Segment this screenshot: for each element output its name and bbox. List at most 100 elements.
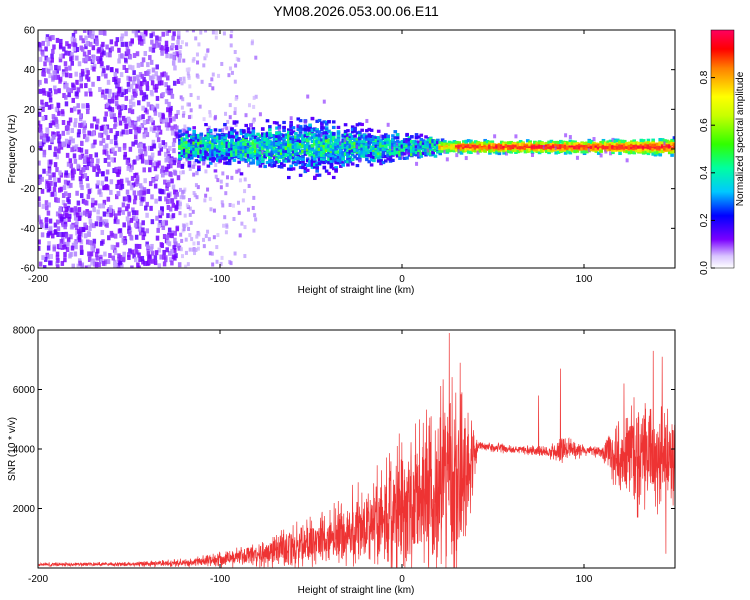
heatmap-cell xyxy=(357,145,362,149)
heatmap-cell xyxy=(70,60,74,66)
heatmap-cell xyxy=(92,54,96,60)
heatmap-cell xyxy=(473,144,478,148)
heatmap-cell xyxy=(214,30,218,35)
heatmap-cell xyxy=(41,203,46,209)
heatmap-cell xyxy=(421,148,426,152)
heatmap-cell xyxy=(194,139,199,143)
heatmap-cell xyxy=(148,160,153,166)
heatmap-cell xyxy=(301,165,305,170)
heatmap-cell xyxy=(180,165,185,169)
heatmap-cell xyxy=(376,129,381,133)
heatmap-cell xyxy=(93,139,97,145)
heatmap-cell xyxy=(244,123,249,128)
heatmap-cell xyxy=(145,81,150,87)
heatmap-cell xyxy=(320,133,324,138)
heatmap-cell xyxy=(317,158,322,162)
heatmap-cell xyxy=(146,101,151,107)
heatmap-cell xyxy=(582,141,587,146)
heatmap-cell xyxy=(121,88,125,94)
heatmap-cell xyxy=(230,175,234,180)
heatmap-cell xyxy=(428,145,433,149)
heatmap-cell xyxy=(298,142,303,147)
heatmap-cell xyxy=(74,91,79,97)
heatmap-cell xyxy=(348,140,353,144)
heatmap-cell xyxy=(120,92,124,98)
figure-title: YM08.2026.053.00.06.E11 xyxy=(273,3,439,19)
heatmap-cell xyxy=(55,255,60,261)
heatmap-cell xyxy=(253,152,258,156)
heatmap-cell xyxy=(187,164,192,168)
heatmap-cell xyxy=(566,145,570,149)
heatmap-cell xyxy=(566,141,570,145)
heatmap-cell xyxy=(391,142,395,146)
heatmap-cell xyxy=(211,151,215,155)
heatmap-cell xyxy=(64,101,69,107)
heatmap-cell xyxy=(308,123,312,127)
heatmap-cell xyxy=(176,175,181,181)
heatmap-cell xyxy=(291,148,296,152)
heatmap-cell xyxy=(180,148,185,153)
heatmap-cell xyxy=(143,51,148,57)
heatmap-cell xyxy=(133,159,137,165)
heatmap-cell xyxy=(521,146,525,150)
heatmap-cell xyxy=(308,163,312,167)
heatmap-cell xyxy=(350,142,355,146)
heatmap-cell xyxy=(196,241,200,246)
heatmap-cell xyxy=(74,225,79,231)
heatmap-cell xyxy=(137,148,142,154)
heatmap-cell xyxy=(230,138,234,142)
heatmap-cell xyxy=(381,143,386,147)
heatmap-cell xyxy=(563,151,568,155)
heatmap-cell xyxy=(44,217,49,223)
heatmap-cell xyxy=(110,157,114,163)
heatmap-cell xyxy=(315,151,319,155)
heatmap-cell xyxy=(95,41,99,47)
heatmap-cell xyxy=(542,142,547,146)
heatmap-cell xyxy=(73,251,78,257)
heatmap-cell xyxy=(47,104,52,110)
heatmap-cell xyxy=(391,146,395,151)
heatmap-cell xyxy=(272,160,277,164)
heatmap-cell xyxy=(244,148,249,153)
heatmap-cell xyxy=(92,66,96,72)
heatmap-cell xyxy=(327,134,331,139)
heatmap-cell xyxy=(544,141,549,146)
heatmap-cell xyxy=(258,160,263,165)
heatmap-cell xyxy=(256,156,260,160)
heatmap-cell xyxy=(374,142,379,146)
heatmap-cell xyxy=(369,138,374,142)
heatmap-cell xyxy=(315,155,319,159)
heatmap-cell xyxy=(129,185,134,191)
heatmap-cell xyxy=(90,158,94,164)
heatmap-cell xyxy=(268,133,272,137)
heatmap-cell xyxy=(106,259,111,265)
heatmap-cell xyxy=(251,129,256,133)
heatmap-cell xyxy=(324,122,329,126)
heatmap-cell xyxy=(208,144,213,148)
heatmap-cell xyxy=(386,122,390,127)
heatmap-cell xyxy=(189,93,193,98)
heatmap-cell xyxy=(497,144,502,148)
heatmap-cell xyxy=(462,149,466,153)
heatmap-cell xyxy=(301,127,305,131)
heatmap-cell xyxy=(182,227,186,232)
heatmap-cell xyxy=(73,106,77,112)
heatmap-cell xyxy=(225,161,230,165)
heatmap-cell xyxy=(507,145,511,149)
heatmap-cell xyxy=(56,257,60,263)
heatmap-cell xyxy=(173,247,177,253)
heatmap-cell xyxy=(71,138,75,144)
heatmap-cell xyxy=(80,153,85,159)
heatmap-cell xyxy=(367,160,372,164)
heatmap-cell xyxy=(291,156,296,160)
heatmap-cell xyxy=(493,134,497,139)
heatmap-cell xyxy=(433,140,438,144)
heatmap-cell xyxy=(206,133,211,137)
heatmap-cell xyxy=(313,134,317,138)
heatmap-cell xyxy=(53,146,58,152)
heatmap-cell xyxy=(178,170,182,175)
heatmap-cell xyxy=(95,118,100,124)
heatmap-cell xyxy=(320,122,324,126)
heatmap-cell xyxy=(91,197,95,203)
heatmap-cell xyxy=(230,150,234,154)
